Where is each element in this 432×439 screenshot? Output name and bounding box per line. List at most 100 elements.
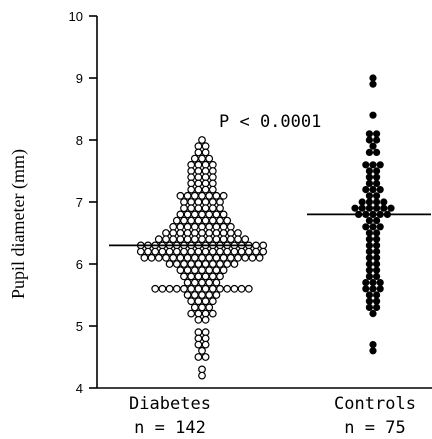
data-point-diabetes (198, 191, 206, 200)
data-point-controls (362, 161, 370, 169)
data-point-diabetes (194, 216, 203, 225)
data-point-diabetes (201, 272, 210, 281)
data-point-controls (369, 279, 377, 287)
data-point-controls (365, 167, 374, 175)
data-point-diabetes (259, 247, 268, 256)
data-point-diabetes (234, 253, 242, 262)
data-point-controls (351, 204, 359, 212)
data-point-diabetes (205, 266, 214, 275)
data-point-diabetes (194, 204, 203, 213)
data-point-diabetes (244, 284, 253, 293)
data-point-diabetes (194, 185, 203, 194)
data-point-diabetes (194, 284, 203, 293)
data-point-diabetes (219, 253, 228, 262)
data-point-diabetes (198, 346, 206, 355)
data-point-controls (373, 303, 381, 312)
data-point-diabetes (187, 185, 196, 194)
data-point-diabetes (187, 260, 196, 268)
data-point-diabetes (136, 247, 145, 256)
data-point-diabetes (205, 253, 214, 262)
data-point-controls (365, 148, 374, 156)
data-point-controls (369, 74, 377, 82)
data-point-controls (369, 186, 377, 194)
data-point-diabetes (176, 210, 185, 219)
data-point-controls (369, 111, 377, 119)
data-points (136, 74, 395, 380)
data-point-controls (369, 347, 377, 355)
data-point-diabetes (187, 216, 196, 225)
data-point-diabetes (208, 185, 217, 194)
y-tick-label: 9 (76, 71, 83, 86)
data-point-controls (376, 279, 384, 287)
data-point-diabetes (252, 247, 260, 256)
data-point-diabetes (237, 284, 246, 293)
data-point-diabetes (176, 253, 185, 262)
data-point-controls (373, 248, 381, 256)
data-point-controls (376, 285, 384, 293)
data-point-diabetes (158, 284, 167, 293)
data-point-controls (362, 279, 370, 287)
data-point-controls (373, 241, 381, 249)
data-point-diabetes (219, 266, 228, 275)
data-point-diabetes (212, 291, 221, 299)
data-point-controls (365, 136, 374, 144)
data-point-diabetes (216, 272, 224, 281)
data-point-controls (373, 229, 381, 237)
data-point-diabetes (205, 291, 214, 299)
category-label-controls: Controls (334, 394, 416, 414)
data-point-controls (376, 223, 384, 231)
data-point-controls (362, 186, 370, 194)
data-point-controls (365, 272, 374, 281)
y-tick-label: 8 (76, 133, 83, 148)
data-point-diabetes (208, 297, 217, 306)
data-point-controls (373, 130, 381, 138)
data-point-diabetes (198, 291, 206, 299)
y-tick-label: 5 (76, 319, 83, 334)
data-point-controls (373, 173, 381, 181)
data-point-controls (365, 229, 374, 237)
data-point-diabetes (223, 260, 232, 268)
data-point-diabetes (144, 247, 152, 256)
data-point-diabetes (172, 260, 181, 268)
data-point-diabetes (172, 216, 181, 225)
data-point-diabetes (162, 235, 170, 244)
data-point-controls (365, 198, 374, 206)
data-point-controls (358, 198, 366, 206)
data-point-controls (373, 192, 381, 200)
data-point-diabetes (230, 260, 239, 268)
data-point-diabetes (201, 260, 210, 268)
data-point-diabetes (230, 247, 239, 256)
data-point-diabetes (187, 284, 196, 293)
data-point-controls (365, 235, 374, 243)
y-axis-title: Pupil diameter (mm) (8, 149, 29, 299)
data-point-controls (358, 204, 366, 212)
data-point-controls (369, 341, 377, 349)
data-point-diabetes (201, 216, 210, 225)
data-point-diabetes (216, 204, 224, 213)
data-point-diabetes (216, 284, 224, 293)
data-point-controls (373, 198, 381, 206)
data-point-diabetes (176, 191, 185, 200)
data-point-diabetes (180, 247, 188, 256)
data-point-diabetes (151, 247, 160, 256)
data-point-diabetes (176, 235, 185, 244)
data-point-diabetes (208, 216, 217, 225)
data-point-diabetes (140, 253, 149, 262)
data-point-diabetes (165, 260, 174, 268)
data-point-diabetes (226, 253, 235, 262)
data-point-diabetes (198, 136, 206, 144)
data-point-diabetes (198, 210, 206, 219)
data-point-diabetes (201, 315, 210, 324)
data-point-controls (365, 291, 374, 299)
data-point-diabetes (208, 204, 217, 213)
data-point-controls (376, 161, 384, 169)
data-point-controls (376, 186, 384, 194)
data-point-diabetes (205, 210, 214, 219)
data-point-diabetes (165, 284, 174, 293)
data-point-diabetes (198, 266, 206, 275)
y-tick-label: 6 (76, 257, 83, 272)
category-label-diabetes: Diabetes (129, 394, 211, 414)
data-point-diabetes (183, 191, 192, 200)
data-point-diabetes (190, 278, 199, 287)
data-point-controls (373, 254, 381, 262)
